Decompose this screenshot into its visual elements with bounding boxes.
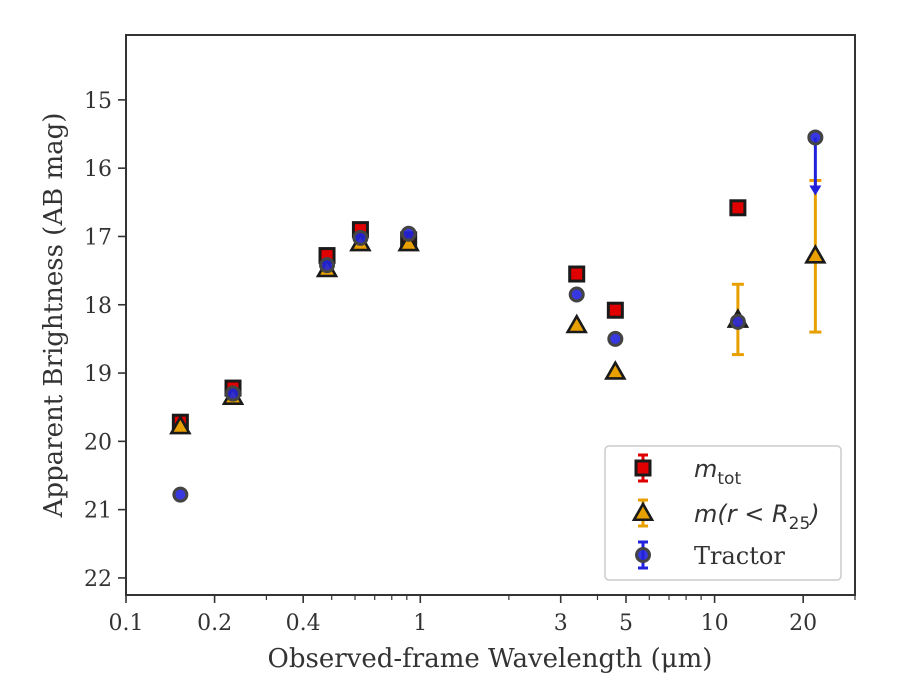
data-point xyxy=(729,313,746,330)
series-tractor xyxy=(172,129,824,503)
y-tick-label: 17 xyxy=(84,225,112,250)
y-tick-label: 22 xyxy=(84,567,112,592)
x-tick-label: 0.1 xyxy=(109,611,144,636)
legend-marker xyxy=(634,459,652,477)
legend-box xyxy=(604,445,842,581)
x-axis-title: Observed-frame Wavelength (μm) xyxy=(268,644,713,674)
limit-arrow-head xyxy=(809,185,822,196)
legend-label: Tractor xyxy=(694,542,785,570)
series-mtot xyxy=(171,199,747,431)
legend: mtot m(r < R25) Tractor xyxy=(604,445,842,581)
y-tick-label: 20 xyxy=(84,430,112,455)
data-point xyxy=(565,313,588,334)
data-point xyxy=(172,486,189,503)
legend-marker xyxy=(631,501,655,522)
data-point xyxy=(807,129,824,146)
y-tick-label: 16 xyxy=(84,157,112,182)
y-tick-label: 21 xyxy=(84,499,112,524)
data-point xyxy=(352,229,369,246)
data-point xyxy=(319,257,336,274)
y-tick-label: 18 xyxy=(84,294,112,319)
y-axis-title: Apparent Brightness (AB mag) xyxy=(39,113,69,519)
data-point xyxy=(400,225,417,242)
y-tick-label: 19 xyxy=(84,362,112,387)
data-point xyxy=(568,265,586,283)
x-tick-label: 20 xyxy=(789,611,817,636)
series-m-r25 xyxy=(169,178,827,435)
data-point xyxy=(607,330,624,347)
x-tick-label: 3 xyxy=(554,611,568,636)
data-point xyxy=(606,301,624,319)
data-point xyxy=(169,414,192,435)
plot-frame xyxy=(125,34,856,596)
data-point xyxy=(604,360,627,380)
data-point xyxy=(225,385,242,402)
x-tick-label: 10 xyxy=(701,611,729,636)
y-tick-label: 15 xyxy=(84,89,112,114)
x-tick-label: 1 xyxy=(413,611,427,636)
legend-marker xyxy=(635,547,651,563)
data-point xyxy=(804,243,827,264)
x-tick-label: 0.4 xyxy=(286,611,321,636)
x-tick-label: 0.2 xyxy=(197,611,232,636)
data-point xyxy=(397,231,420,252)
legend-label: m(r < R25) xyxy=(694,500,820,534)
data-point xyxy=(729,199,747,217)
x-tick-label: 5 xyxy=(619,611,633,636)
legend-label: mtot xyxy=(694,455,741,489)
data-marks xyxy=(169,129,827,503)
axes: 0.1 0.2 0.4 1 3 5 10 20 15 16 17 18 19 20 21 22 xyxy=(84,34,856,636)
data-point xyxy=(568,286,585,303)
